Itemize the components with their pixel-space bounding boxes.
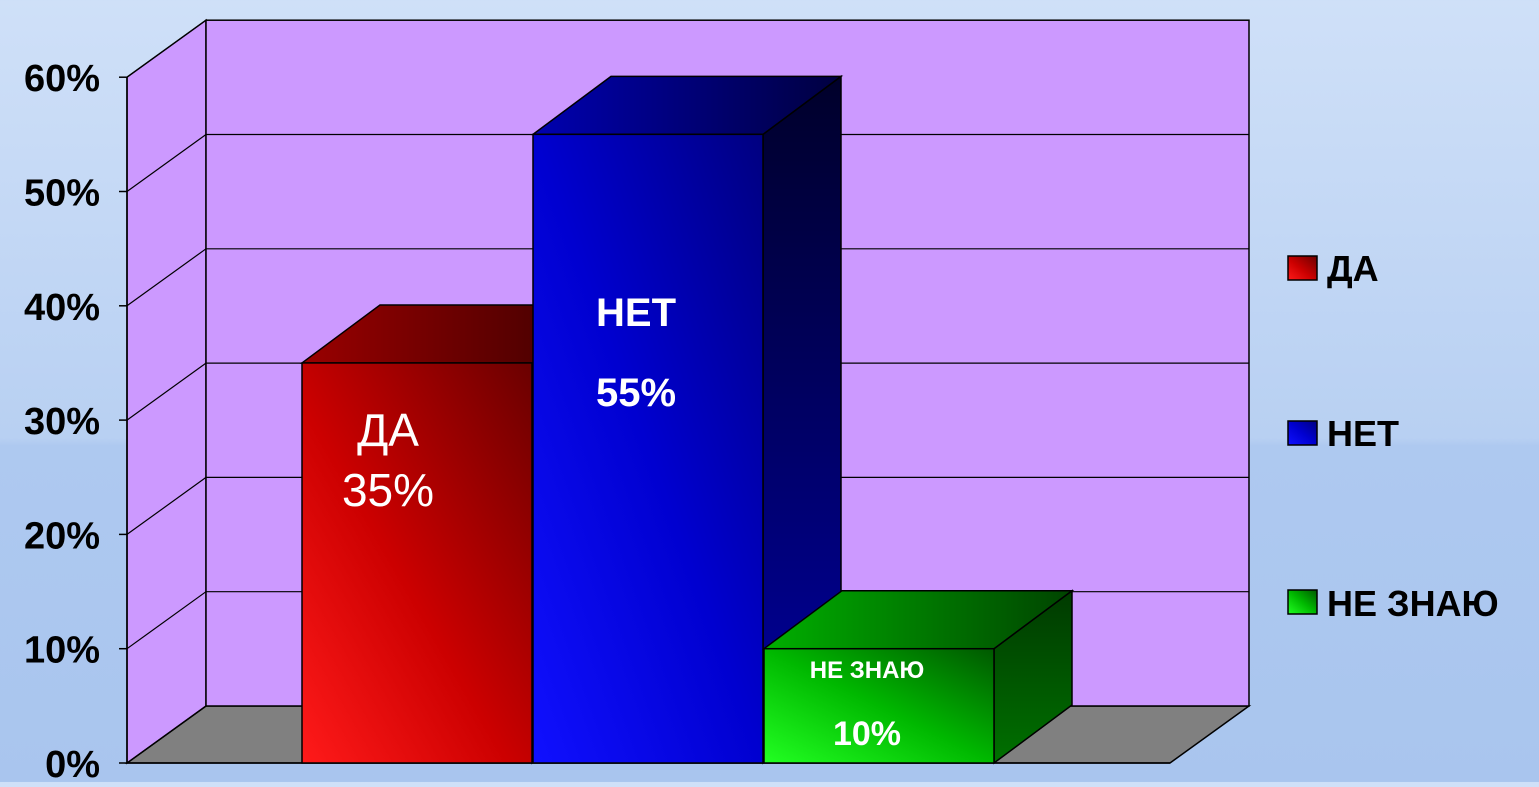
bar-neznayu-front <box>763 647 995 764</box>
legend-swatch-net <box>1287 420 1318 446</box>
y-tick-label-30: 30% <box>24 401 100 443</box>
gridline-side-20 <box>126 476 207 535</box>
legend-swatch-da <box>1287 255 1318 281</box>
y-tick-label-40: 40% <box>24 287 100 329</box>
legend: ДА НЕТ НЕ ЗНАЮ <box>1287 248 1499 624</box>
bar-label-da-value: 35% <box>342 464 434 516</box>
legend-swatch-neznayu <box>1287 589 1318 615</box>
legend-label-net: НЕТ <box>1327 413 1399 454</box>
y-tick-label-20: 20% <box>24 515 100 557</box>
y-axis-ticks: 0% 10% 20% 30% 40% 50% 60% <box>24 58 127 786</box>
bar-label-neznayu-value: 10% <box>833 715 901 753</box>
y-tick-label-50: 50% <box>24 173 100 215</box>
bar-net-front <box>532 133 764 764</box>
gridline-side-30 <box>126 362 207 421</box>
y-tick-label-0: 0% <box>45 744 100 782</box>
bar-net <box>530 74 844 765</box>
gridline-side-50 <box>126 134 207 192</box>
bar-label-neznayu-category: НЕ ЗНАЮ <box>810 657 924 684</box>
bar-neznayu <box>761 589 1075 765</box>
gridline-side-60 <box>126 19 207 78</box>
bar-da-front <box>301 362 533 764</box>
bar-label-da-category: ДА <box>357 404 419 456</box>
gridline-side-40 <box>126 248 207 307</box>
gridline-side-10 <box>126 591 207 650</box>
legend-label-da: ДА <box>1327 248 1379 289</box>
legend-label-neznayu: НЕ ЗНАЮ <box>1327 583 1499 624</box>
data-labels: ДА 35% НЕТ 55% НЕ ЗНАЮ 10% <box>342 291 924 753</box>
gridline-side-0 <box>126 705 207 764</box>
bar-label-net-value: 55% <box>596 371 676 415</box>
y-tick-label-10: 10% <box>24 630 100 672</box>
bar-label-net-category: НЕТ <box>596 291 676 335</box>
y-tick-label-60: 60% <box>24 58 100 100</box>
bars <box>299 74 1075 765</box>
